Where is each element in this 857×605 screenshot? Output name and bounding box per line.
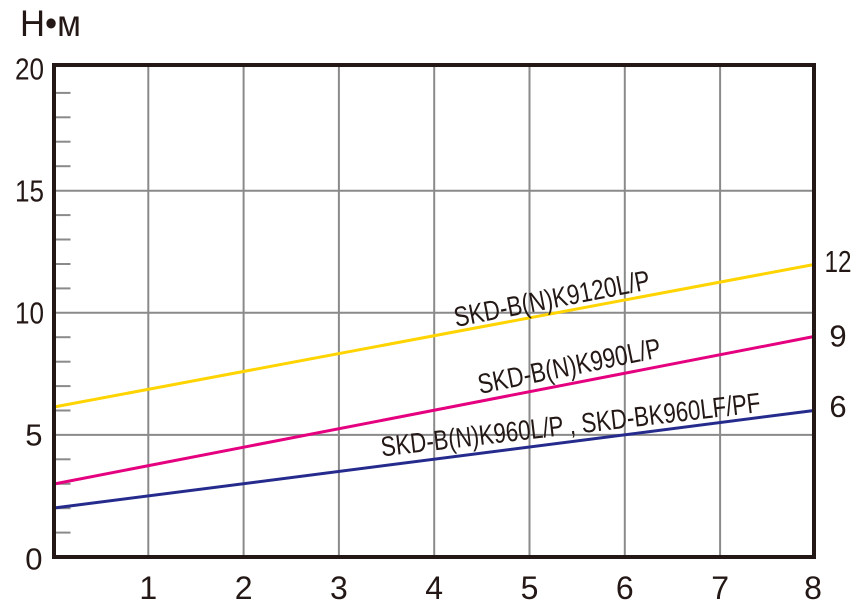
- svg-text:7: 7: [711, 570, 729, 605]
- svg-text:3: 3: [330, 570, 348, 605]
- svg-text:15: 15: [15, 174, 44, 209]
- svg-text:10: 10: [15, 296, 44, 331]
- svg-text:5: 5: [521, 570, 539, 605]
- svg-text:8: 8: [804, 570, 822, 605]
- svg-text:5: 5: [25, 418, 42, 453]
- svg-text:0: 0: [25, 542, 42, 577]
- svg-text:2: 2: [235, 570, 253, 605]
- svg-text:6: 6: [616, 570, 634, 605]
- svg-text:12: 12: [825, 244, 852, 279]
- svg-text:4: 4: [425, 570, 443, 605]
- svg-text:9: 9: [829, 319, 846, 354]
- svg-text:6: 6: [829, 389, 846, 424]
- svg-text:1: 1: [139, 570, 157, 605]
- svg-text:Н•м: Н•м: [20, 3, 81, 44]
- svg-text:20: 20: [15, 52, 44, 87]
